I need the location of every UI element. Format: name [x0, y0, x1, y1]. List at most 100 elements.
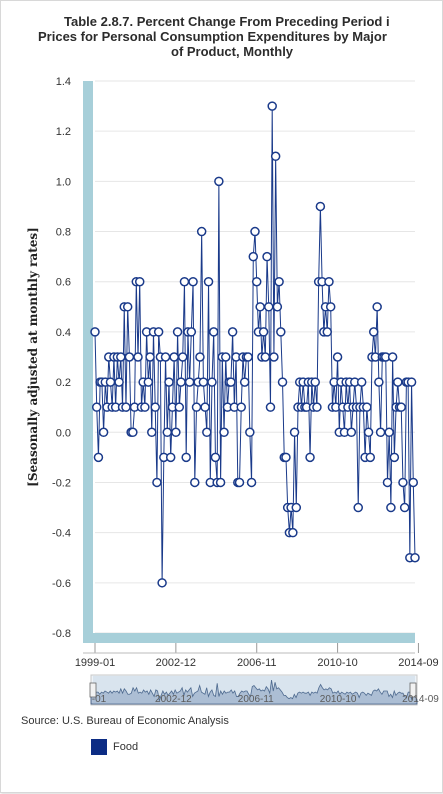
data-point[interactable] [133, 352, 143, 362]
data-point[interactable] [398, 477, 408, 488]
data-point[interactable] [269, 352, 279, 362]
data-point[interactable] [219, 427, 229, 438]
data-point[interactable] [181, 452, 191, 463]
data-point[interactable] [169, 352, 179, 362]
data-point[interactable] [124, 352, 135, 362]
data-point[interactable] [255, 302, 265, 312]
data-point[interactable] [277, 377, 288, 387]
data-point[interactable] [227, 327, 238, 337]
data-point[interactable] [325, 302, 336, 312]
data-point[interactable] [246, 477, 257, 488]
data-point[interactable] [399, 502, 410, 513]
series-food[interactable] [90, 101, 420, 588]
data-point[interactable] [258, 327, 269, 337]
data-point[interactable] [368, 327, 379, 337]
data-point[interactable] [153, 327, 164, 337]
data-point[interactable] [150, 402, 160, 412]
data-point[interactable] [265, 402, 276, 412]
data-point[interactable] [171, 427, 181, 438]
data-point[interactable] [393, 377, 403, 387]
data-point[interactable] [272, 302, 283, 312]
legend[interactable]: Food [91, 739, 138, 755]
data-point[interactable] [214, 176, 224, 187]
data-point[interactable] [160, 352, 171, 362]
data-point[interactable] [172, 327, 183, 337]
data-point[interactable] [310, 377, 320, 387]
data-point[interactable] [196, 226, 207, 237]
data-point[interactable] [91, 402, 102, 412]
data-point[interactable] [372, 302, 382, 312]
data-point[interactable] [116, 352, 126, 362]
data-point[interactable] [386, 502, 396, 513]
data-point[interactable] [276, 327, 286, 337]
data-point[interactable] [208, 327, 219, 337]
data-point[interactable] [239, 377, 250, 387]
data-point[interactable] [143, 377, 154, 387]
data-point[interactable] [152, 477, 162, 488]
data-point[interactable] [262, 251, 272, 262]
navigator-handle[interactable] [409, 682, 417, 698]
data-point[interactable] [291, 502, 302, 513]
data-point[interactable] [353, 502, 363, 513]
data-point[interactable] [162, 427, 173, 438]
data-point[interactable] [322, 327, 333, 337]
data-point[interactable] [140, 402, 150, 412]
data-point[interactable] [315, 201, 326, 212]
data-point[interactable] [215, 477, 226, 488]
data-point[interactable] [145, 352, 155, 362]
data-point[interactable] [305, 452, 315, 463]
data-point[interactable] [210, 452, 221, 463]
data-point[interactable] [165, 452, 176, 463]
data-point[interactable] [114, 377, 124, 387]
data-point[interactable] [236, 402, 246, 412]
data-point[interactable] [202, 427, 212, 438]
data-point[interactable] [406, 377, 417, 387]
data-point[interactable] [98, 427, 109, 438]
data-point[interactable] [164, 377, 174, 387]
data-point[interactable] [190, 477, 200, 488]
data-point[interactable] [179, 276, 190, 287]
data-point[interactable] [177, 352, 188, 362]
data-point[interactable] [200, 402, 210, 412]
data-point[interactable] [245, 427, 255, 438]
data-point[interactable] [410, 552, 420, 563]
data-point[interactable] [226, 377, 236, 387]
data-point[interactable] [248, 251, 259, 262]
data-point[interactable] [264, 302, 274, 312]
data-point[interactable] [174, 402, 185, 412]
data-point[interactable] [365, 452, 376, 463]
data-point[interactable] [234, 477, 245, 488]
data-point[interactable] [267, 101, 277, 111]
data-point[interactable] [384, 427, 394, 438]
data-point[interactable] [387, 352, 398, 362]
data-point[interactable] [270, 151, 281, 162]
data-point[interactable] [122, 302, 133, 312]
data-point[interactable] [207, 377, 217, 387]
data-point[interactable] [93, 452, 104, 463]
navigator[interactable]: -01 2002-12 2006-11 2010-10 2014-09 [89, 674, 439, 706]
navigator-handle[interactable] [89, 682, 97, 698]
data-point[interactable] [288, 527, 298, 538]
data-point[interactable] [356, 377, 367, 387]
data-point[interactable] [389, 452, 400, 463]
data-point[interactable] [250, 226, 260, 237]
data-point[interactable] [363, 427, 374, 438]
data-point[interactable] [324, 276, 334, 287]
data-point[interactable] [191, 402, 202, 412]
data-point[interactable] [198, 377, 209, 387]
data-point[interactable] [374, 377, 384, 387]
data-point[interactable] [147, 427, 157, 438]
data-point[interactable] [312, 402, 322, 412]
data-point[interactable] [332, 352, 343, 362]
data-point[interactable] [121, 402, 131, 412]
data-point[interactable] [134, 276, 145, 287]
data-point[interactable] [184, 377, 195, 387]
data-point[interactable] [382, 477, 393, 488]
data-point[interactable] [362, 402, 372, 412]
data-point[interactable] [105, 377, 116, 387]
data-point[interactable] [289, 427, 300, 438]
data-point[interactable] [274, 276, 284, 287]
data-point[interactable] [260, 352, 271, 362]
data-point[interactable] [128, 427, 138, 438]
